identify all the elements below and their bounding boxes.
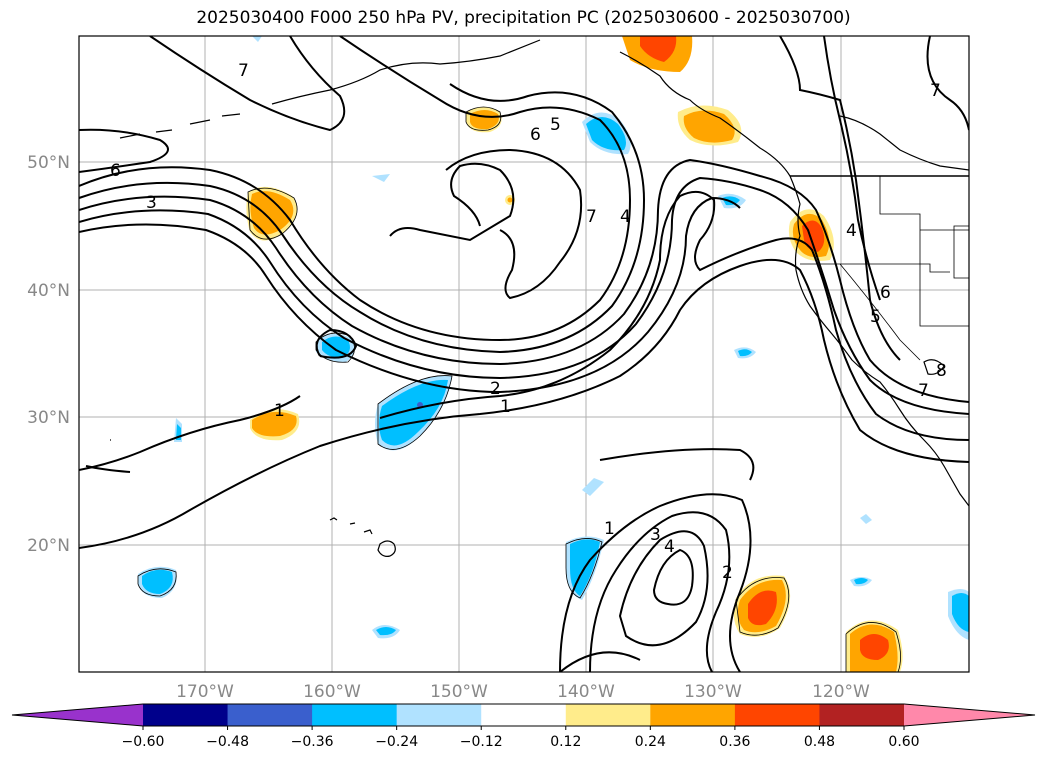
lat-label: 50°N — [27, 153, 70, 173]
map-panel — [79, 36, 969, 672]
colorbar-label: −0.48 — [206, 734, 249, 750]
contour-labels: 7 6 5 6 3 4 7 4 6 5 7 2 1 1 1 3 4 2 7 8 — [110, 61, 947, 583]
colorbar-label: 0.24 — [635, 734, 666, 750]
colorbar-segment — [312, 704, 398, 726]
contour-label: 7 — [238, 61, 249, 81]
contour-label: 5 — [550, 115, 561, 135]
map-frame — [78, 35, 970, 673]
contour-label: 7 — [586, 207, 597, 227]
colorbar-label: −0.36 — [291, 734, 334, 750]
colorbar-segment — [143, 704, 229, 726]
map-title: 2025030400 F000 250 hPa PV, precipitatio… — [196, 8, 851, 28]
pv-contours — [79, 36, 969, 672]
colorbar-extend-low — [12, 704, 143, 726]
lat-label: 20°N — [27, 536, 70, 556]
lon-label: 150°W — [430, 682, 488, 702]
colorbar-segment — [227, 704, 313, 726]
contour-label: 4 — [664, 537, 675, 557]
longitude-labels: 170°W 160°W 150°W 140°W 130°W 120°W — [176, 682, 870, 702]
contour-label: 3 — [650, 525, 661, 545]
contour-label: 1 — [604, 519, 615, 539]
colorbar-segment — [396, 704, 482, 726]
contour-label: 6 — [530, 125, 541, 145]
contour-label: 6 — [880, 283, 891, 303]
colorbar-segment — [819, 704, 905, 726]
contour-label: 3 — [146, 193, 157, 213]
colorbar: −0.60 −0.48 −0.36 −0.24 −0.12 0.12 0.24 0.36 0.4… — [11, 703, 1036, 750]
contour-label: 4 — [846, 221, 857, 241]
colorbar-label: −0.60 — [122, 734, 165, 750]
colorbar-label: 0.60 — [888, 734, 919, 750]
colorbar-label: 0.12 — [550, 734, 581, 750]
colorbar-label: 0.36 — [719, 734, 750, 750]
colorbar-extend-high — [904, 704, 1035, 726]
colorbar-segment — [565, 704, 651, 726]
contour-label: 6 — [110, 161, 121, 181]
colorbar-segment — [481, 704, 567, 726]
contour-label: 1 — [500, 397, 511, 417]
lon-label: 120°W — [812, 682, 870, 702]
contour-label: 8 — [936, 361, 947, 381]
colorbar-segment — [650, 704, 736, 726]
lat-label: 40°N — [27, 281, 70, 301]
contour-label: 7 — [930, 81, 941, 101]
contour-label: 2 — [490, 379, 501, 399]
lon-label: 170°W — [176, 682, 234, 702]
lon-label: 160°W — [303, 682, 361, 702]
colorbar-label: −0.24 — [375, 734, 418, 750]
pv-contour-small — [137, 106, 901, 672]
lon-label: 140°W — [557, 682, 615, 702]
contour-label: 4 — [620, 207, 631, 227]
coastlines — [110, 39, 969, 557]
colorbar-label: −0.12 — [460, 734, 503, 750]
contour-label: 1 — [274, 401, 285, 421]
lat-label: 30°N — [27, 408, 70, 428]
colorbar-segment — [734, 704, 820, 726]
contour-label: 5 — [870, 307, 881, 327]
colorbar-label: 0.48 — [804, 734, 835, 750]
contour-label: 7 — [918, 381, 929, 401]
lon-label: 130°W — [684, 682, 742, 702]
contour-label: 2 — [722, 563, 733, 583]
latitude-labels: 50°N 40°N 30°N 20°N — [27, 153, 70, 556]
